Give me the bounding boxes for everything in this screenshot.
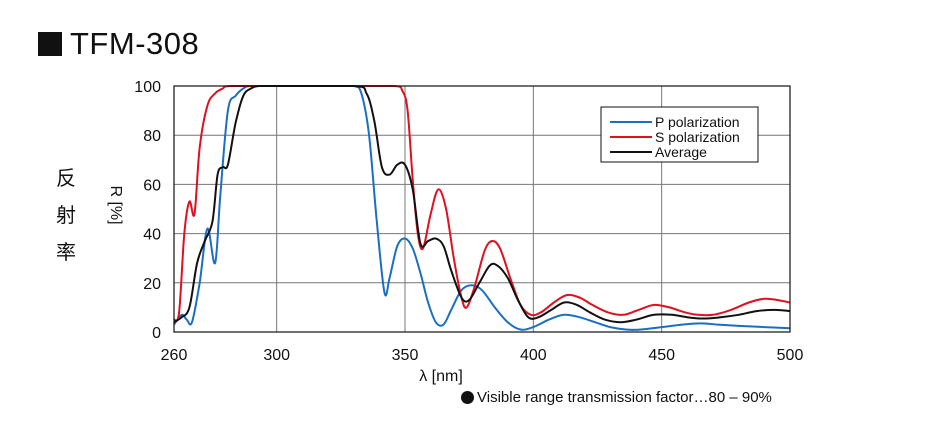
plot-frame bbox=[173, 85, 791, 333]
series-line-average bbox=[173, 85, 791, 324]
chart-title: TFM-308 bbox=[38, 24, 199, 64]
side-label-char-1: 反 bbox=[56, 166, 76, 190]
y-axis-label: R [%] bbox=[107, 185, 124, 224]
series-line-s-polarization bbox=[173, 85, 791, 322]
tick-labels: 260 300 350 400 450 500 0 20 40 60 80 100 bbox=[134, 79, 803, 364]
legend-label: P polarization bbox=[655, 114, 740, 130]
x-axis-label: λ [nm] bbox=[419, 368, 463, 385]
x-tick-label: 500 bbox=[777, 347, 804, 364]
series-line-p-polarization bbox=[173, 85, 791, 331]
x-tick-label: 260 bbox=[161, 347, 188, 364]
side-label-char-2: 射 bbox=[56, 203, 76, 227]
y-tick-label: 20 bbox=[143, 276, 161, 293]
legend-label: Average bbox=[655, 144, 707, 160]
y-tick-label: 40 bbox=[143, 227, 161, 244]
y-tick-label: 0 bbox=[152, 325, 161, 342]
x-tick-label: 450 bbox=[648, 347, 675, 364]
series-lines bbox=[173, 85, 791, 331]
legend-label: S polarization bbox=[655, 129, 740, 145]
y-tick-label: 60 bbox=[143, 177, 161, 194]
footnote: Visible range transmission factor…80 – 9… bbox=[461, 389, 772, 406]
x-tick-label: 300 bbox=[263, 347, 290, 364]
footnote-text: Visible range transmission factor…80 – 9… bbox=[477, 389, 772, 406]
title-square-icon bbox=[38, 32, 62, 56]
title-text: TFM-308 bbox=[70, 26, 200, 61]
x-tick-label: 350 bbox=[392, 347, 419, 364]
y-tick-label: 80 bbox=[143, 128, 161, 145]
side-label-char-3: 率 bbox=[56, 240, 76, 264]
vertical-reflectance-label: 反 射 率 bbox=[54, 160, 78, 271]
y-tick-label: 100 bbox=[134, 79, 161, 96]
x-tick-label: 400 bbox=[520, 347, 547, 364]
bullet-icon bbox=[461, 391, 474, 404]
